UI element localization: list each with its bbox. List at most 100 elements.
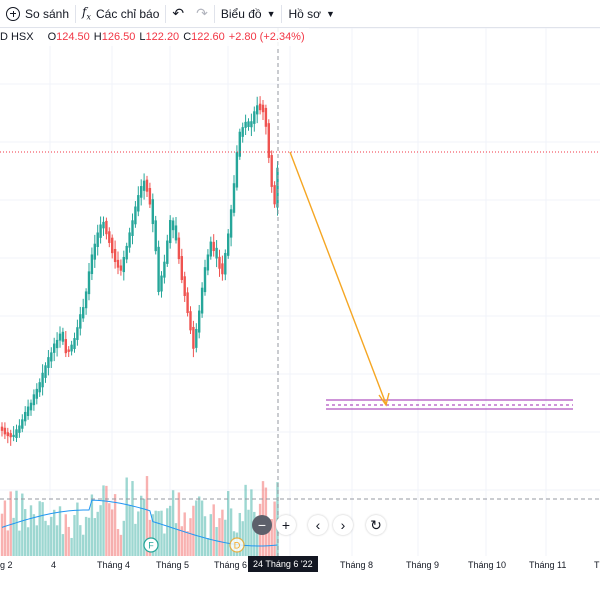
volume-bar [21,493,24,556]
event-marker-d[interactable]: D [229,537,245,553]
candle-body [29,402,33,411]
undo-icon: ↶ [172,5,185,21]
toolbar-divider [281,4,283,23]
volume-bar [93,518,96,556]
volume-bar [125,477,128,556]
target-zone[interactable] [326,399,573,410]
candle-body [244,121,247,128]
candle-body [224,252,227,275]
chevron-right-icon: › [340,517,346,533]
candle-body [180,256,183,281]
volume-bar [131,481,134,556]
volume-bar [151,514,154,556]
candle-body [53,343,56,353]
undo-button[interactable]: ↶ [166,0,190,27]
candle-body [82,307,85,319]
candle-body [111,237,114,254]
time-axis-label: Tháng 11 [529,560,567,570]
volume-bar [160,510,163,556]
fx-icon: fx [82,5,92,22]
volume-bar [212,504,215,556]
scroll-right-button[interactable]: › [333,515,353,535]
candle-body [96,232,99,247]
chart-menu-button[interactable]: Biểu đồ ▼ [215,0,282,27]
candle-body [198,310,201,333]
compare-button[interactable]: So sánh [0,0,75,27]
volume-bar [41,502,44,556]
candle-body [12,434,15,438]
candle-body [192,326,195,349]
volume-bar [128,504,131,556]
candle-body [235,152,239,188]
volume-bar [221,509,224,556]
volume-bar [229,508,233,556]
toolbar-divider [75,4,77,23]
volume-bar [157,511,160,556]
candle-body [32,394,36,406]
volume-bar [244,484,247,556]
volume-bar [134,523,137,556]
zoom-out-button[interactable]: − [252,515,272,535]
close-value: 122.60 [191,31,225,43]
candle-body [273,185,276,205]
indicators-button[interactable]: fx Các chỉ báo [76,0,165,27]
candle-body [122,256,125,273]
open-label: O [47,31,57,43]
volume-bar [67,526,70,556]
volume-bar [195,500,198,556]
volume-bar [215,527,218,556]
volume-bar [50,516,53,556]
candle-body [160,275,163,292]
candle-body [79,314,82,329]
volume-bar [29,505,33,556]
candle-body [276,167,279,208]
volume-bar [99,505,102,556]
volume-bar [24,509,27,556]
trend-arrow[interactable] [289,151,390,407]
chevron-down-icon: ▼ [266,8,276,19]
candle-body [267,123,270,158]
zoom-in-button[interactable]: + [276,515,296,535]
candle-body [183,276,186,297]
time-axis[interactable]: g 2 4 Tháng 4 Tháng 5 Tháng 6 24 Tháng 6… [0,556,600,574]
candle-body [90,254,94,275]
volume-bar [267,519,270,556]
candle-body [163,261,166,278]
candle-body [125,245,128,260]
volume-bar [122,520,125,556]
candle-body [26,406,30,417]
open-value: 124.50 [56,31,90,43]
redo-button[interactable]: ↷ [190,0,214,27]
symbol-name[interactable]: D [0,31,8,43]
volume-bar [90,494,94,556]
symbol-legend: D HSX O 124.50 H 126.50 L 122.20 C 122.6… [0,28,309,46]
event-marker-f[interactable]: F [143,537,159,553]
volume-bar [111,509,114,556]
exchange-name: HSX [10,31,34,43]
price-chart[interactable]: F D [0,28,600,556]
time-axis-label: Tháng 10 [468,560,507,570]
scroll-left-button[interactable]: ‹ [308,515,328,535]
time-axis-label: Tháng 5 [156,560,190,570]
profile-menu-button[interactable]: Hồ sơ ▼ [282,0,340,27]
candle-body [148,188,152,205]
candle-body [241,127,244,137]
add-circle-icon [6,6,20,21]
candle-body [15,429,18,438]
candle-body [238,131,241,157]
volume-bar [73,515,76,556]
plus-icon: + [281,517,291,533]
candle-body [145,179,149,192]
volume-bar [183,512,186,556]
volume-bar [116,529,120,556]
candle-body [212,241,215,252]
candle-body [105,220,108,235]
volume-bar [163,533,166,556]
candle-body [108,231,111,243]
volume-bar [189,518,192,556]
change-value: +2.80 (+2.34%) [228,31,305,43]
reset-chart-button[interactable]: ↻ [366,515,386,535]
candle-body [151,199,154,225]
candle-body [215,247,218,259]
volume-bar [142,498,146,556]
